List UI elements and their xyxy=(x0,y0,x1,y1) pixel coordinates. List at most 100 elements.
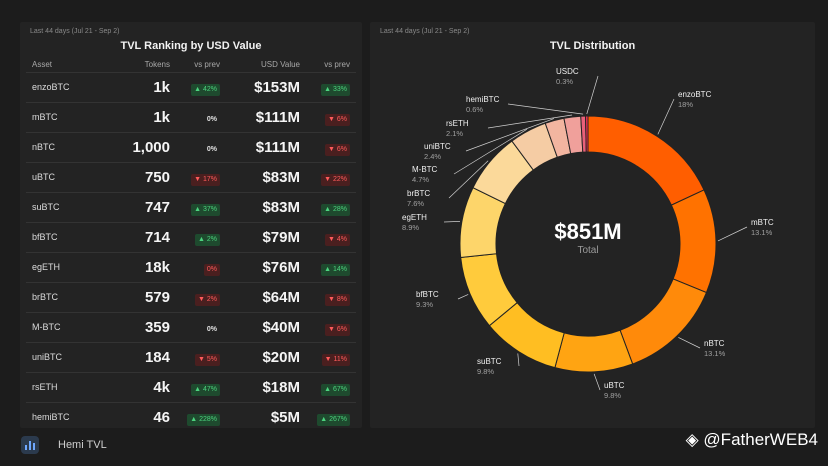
ranking-title: TVL Ranking by USD Value xyxy=(120,40,262,52)
leader-line-nbtc xyxy=(678,337,701,349)
tokens-change-badge-cell: 0% xyxy=(176,131,226,162)
tokens-change-badge: ▲ 228% xyxy=(187,414,220,427)
slice-percent-brbtc: 7.6% xyxy=(407,199,424,208)
leader-line-usdc xyxy=(586,75,599,115)
slice-label-unibtc: uniBTC xyxy=(424,142,451,151)
asset-name: nBTC xyxy=(26,131,106,162)
asset-name: hemiBTC xyxy=(26,401,106,432)
tokens-change-badge: ▲ 37% xyxy=(191,204,220,216)
usd-change-badge-cell: ▲ 28% xyxy=(306,191,356,222)
usd-change-badge: ▲ 267% xyxy=(317,414,350,427)
token-amount: 46 xyxy=(106,401,176,432)
usd-value: $40M xyxy=(226,311,306,342)
usd-change-badge: ▲ 33% xyxy=(321,84,350,96)
leader-line-rseth xyxy=(487,114,573,129)
usd-change-badge-cell: ▲ 67% xyxy=(306,371,356,402)
usd-change-badge: ▼ 22% xyxy=(321,174,350,186)
slice-label-hemibtc: hemiBTC xyxy=(466,95,500,104)
donut-slice-ubtc[interactable] xyxy=(554,329,634,373)
slice-label-bfbtc: bfBTC xyxy=(416,290,439,299)
usd-change-badge-cell: ▼ 22% xyxy=(306,161,356,192)
token-amount: 750 xyxy=(106,161,176,192)
table-row[interactable]: rsETH 4k ▲ 47% $18M ▲ 67% xyxy=(26,371,356,402)
table-row[interactable]: bfBTC 714 ▲ 2% $79M ▼ 4% xyxy=(26,221,356,252)
usd-change-badge-cell: ▼ 11% xyxy=(306,341,356,372)
col-tokens[interactable]: Tokens xyxy=(144,60,170,70)
col-tokens-vs-prev[interactable]: vs prev xyxy=(194,60,220,70)
usd-value: $5M xyxy=(226,401,306,432)
asset-name: brBTC xyxy=(26,281,106,312)
col-usd-vs-prev[interactable]: vs prev xyxy=(324,60,350,70)
donut-slice-mbtc[interactable] xyxy=(670,189,717,294)
asset-name: M-BTC xyxy=(26,311,106,342)
leader-line-bfbtc xyxy=(457,294,469,300)
table-row[interactable]: uniBTC 184 ▼ 5% $20M ▼ 11% xyxy=(26,341,356,372)
tokens-change-badge-cell: ▼ 2% xyxy=(176,281,226,312)
table-header-row: Asset Tokens vs prev USD Value vs prev xyxy=(26,58,356,72)
slice-percent-ubtc: 9.8% xyxy=(604,391,621,400)
slice-percent-subtc: 9.8% xyxy=(477,367,494,376)
table-row[interactable]: brBTC 579 ▼ 2% $64M ▼ 8% xyxy=(26,281,356,312)
col-usd-value[interactable]: USD Value xyxy=(261,60,300,70)
tokens-change-badge-cell: ▲ 228% xyxy=(176,401,226,432)
usd-value: $64M xyxy=(226,281,306,312)
donut-center-label: Total xyxy=(577,245,598,256)
asset-name: uniBTC xyxy=(26,341,106,372)
usd-value: $111M xyxy=(226,101,306,132)
asset-name: suBTC xyxy=(26,191,106,222)
leader-line-enzobtc xyxy=(657,98,675,135)
leader-line-egeth xyxy=(443,221,460,223)
slice-label-enzobtc: enzoBTC xyxy=(678,90,712,99)
table-row[interactable]: mBTC 1k 0% $111M ▼ 6% xyxy=(26,101,356,132)
donut-center-value: $851M xyxy=(554,219,621,244)
token-amount: 18k xyxy=(106,251,176,282)
asset-name: egETH xyxy=(26,251,106,282)
slice-label-nbtc: nBTC xyxy=(704,339,725,348)
table-row[interactable]: M-BTC 359 0% $40M ▼ 6% xyxy=(26,311,356,342)
col-asset[interactable]: Asset xyxy=(32,60,53,70)
usd-change-badge-cell: ▲ 267% xyxy=(306,401,356,432)
usd-value: $18M xyxy=(226,371,306,402)
usd-change-badge-cell: ▲ 33% xyxy=(306,71,356,102)
usd-change-badge: ▼ 6% xyxy=(325,144,350,156)
usd-change-badge: ▼ 6% xyxy=(325,324,350,336)
ranking-period: Last 44 days (Jul 21 - Sep 2) xyxy=(30,28,120,35)
slice-percent-enzobtc: 18% xyxy=(678,100,693,109)
usd-change-badge: ▼ 8% xyxy=(325,294,350,306)
slice-percent-usdc: 0.3% xyxy=(556,77,573,86)
usd-change-badge-cell: ▼ 4% xyxy=(306,221,356,252)
slice-percent-hemibtc: 0.6% xyxy=(466,105,483,114)
donut-slice-enzobtc[interactable] xyxy=(587,115,705,206)
asset-name: bfBTC xyxy=(26,221,106,252)
usd-value: $83M xyxy=(226,161,306,192)
usd-change-badge: ▼ 11% xyxy=(321,354,350,366)
tokens-change-badge-cell: ▲ 42% xyxy=(176,71,226,102)
tokens-change-badge-cell: ▼ 5% xyxy=(176,341,226,372)
table-row[interactable]: enzoBTC 1k ▲ 42% $153M ▲ 33% xyxy=(26,71,356,102)
slice-label-mbtc: mBTC xyxy=(751,218,774,227)
table-row[interactable]: hemiBTC 46 ▲ 228% $5M ▲ 267% xyxy=(26,401,356,432)
dashboard-title[interactable]: Hemi TVL xyxy=(58,439,107,451)
token-amount: 714 xyxy=(106,221,176,252)
table-row[interactable]: nBTC 1,000 0% $111M ▼ 6% xyxy=(26,131,356,162)
slice-percent-unibtc: 2.4% xyxy=(424,152,441,161)
slice-label-brbtc: brBTC xyxy=(407,189,430,198)
tokens-change-badge-cell: ▲ 47% xyxy=(176,371,226,402)
donut-slice-nbtc[interactable] xyxy=(619,278,708,365)
slice-label-ubtc: uBTC xyxy=(604,381,625,390)
tokens-change-badge: ▲ 2% xyxy=(195,234,220,246)
leader-line-subtc xyxy=(517,353,520,367)
leader-line-unibtc xyxy=(465,118,555,152)
token-amount: 747 xyxy=(106,191,176,222)
tokens-change-badge: ▼ 2% xyxy=(195,294,220,306)
slice-percent-egeth: 8.9% xyxy=(402,223,419,232)
tokens-change-badge-cell: ▲ 37% xyxy=(176,191,226,222)
tokens-change-badge: 0% xyxy=(206,116,217,123)
usd-value: $79M xyxy=(226,221,306,252)
table-row[interactable]: egETH 18k 0% $76M ▲ 14% xyxy=(26,251,356,282)
tokens-change-badge-cell: ▲ 2% xyxy=(176,221,226,252)
table-row[interactable]: suBTC 747 ▲ 37% $83M ▲ 28% xyxy=(26,191,356,222)
donut-slice-usdc[interactable] xyxy=(585,115,589,153)
bar-chart-icon xyxy=(21,436,39,454)
table-row[interactable]: uBTC 750 ▼ 17% $83M ▼ 22% xyxy=(26,161,356,192)
